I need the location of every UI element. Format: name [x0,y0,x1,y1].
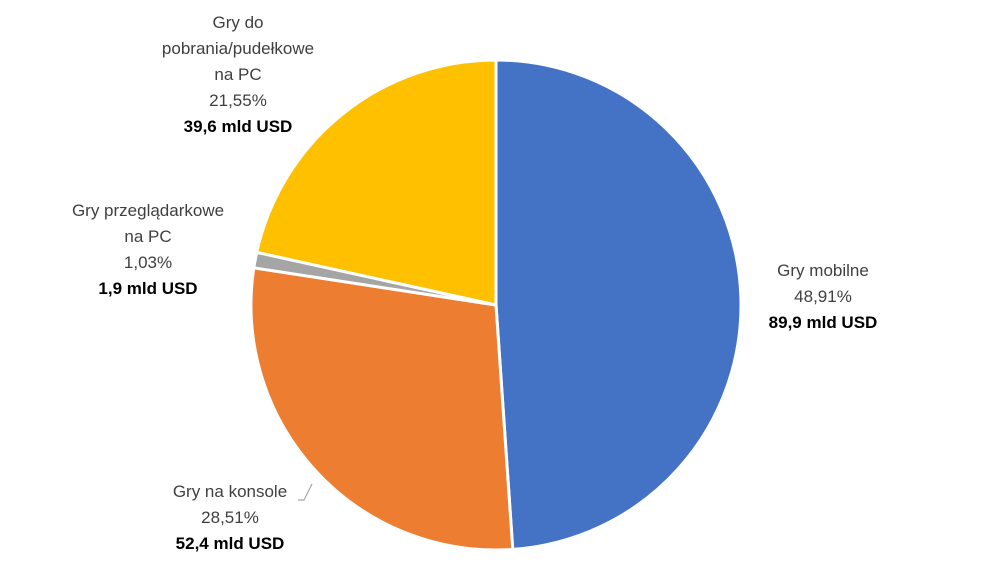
slice-label: Gry przeglądarkowe na PC 1,03% 1,9 mld USD [72,198,224,302]
percent-label: 21,55% [209,91,267,110]
leader-line [298,483,313,501]
slice-label: Gry mobilne 48,91% 89,9 mld USD [769,258,878,336]
amount-label: 39,6 mld USD [183,117,293,136]
slice-label: Gry na konsole 28,51% 52,4 mld USD [173,479,287,557]
category-name: Gry mobilne [777,261,869,280]
pie-slice [249,266,515,552]
amount-label: 1,9 mld USD [98,279,198,298]
category-name: Gry do pobrania/pudełkowe na PC [161,13,315,84]
pie-slice [255,58,498,307]
amount-label: 89,9 mld USD [768,313,878,332]
percent-label: 48,91% [794,287,852,306]
category-name: Gry przeglądarkowe na PC [71,201,225,246]
percent-label: 1,03% [123,253,173,272]
pie-slice [494,58,743,551]
amount-label: 52,4 mld USD [175,534,285,553]
category-name: Gry na konsole [172,482,288,501]
percent-label: 28,51% [201,508,259,527]
slice-label: Gry do pobrania/pudełkowe na PC 21,55% 39,… [162,10,314,140]
